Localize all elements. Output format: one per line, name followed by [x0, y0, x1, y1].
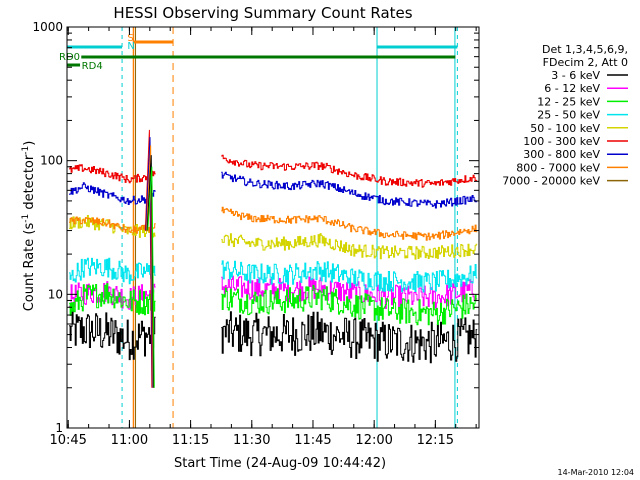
y-axis-label: Count Rate (s-1 detector-1)	[21, 141, 37, 312]
legend-entry-label: 50 - 100 keV	[530, 122, 600, 135]
legend-entry-label: 800 - 7000 keV	[516, 161, 600, 174]
legend-entry-label: 300 - 800 keV	[523, 148, 600, 161]
series-layer	[69, 129, 478, 388]
footer-timestamp: 14-Mar-2010 12:04	[558, 468, 635, 477]
series-line	[221, 284, 478, 326]
flag-label: S	[127, 33, 133, 44]
y-tick-label: 10	[48, 287, 63, 301]
flag-label: RD4	[82, 61, 103, 72]
flare-spike	[145, 137, 153, 388]
y-tick-label: 1000	[32, 20, 63, 34]
legend-entry-label: 25 - 50 keV	[537, 109, 600, 122]
legend-header-line2: FDecim 2, Att 0	[543, 56, 628, 69]
plot-background-layer	[121, 27, 458, 428]
series-line	[221, 311, 478, 364]
x-tick-label: 12:15	[417, 433, 454, 448]
series-line	[221, 171, 478, 209]
y-tick-label: 1	[55, 421, 63, 435]
flag-label: RD0	[59, 52, 80, 63]
legend: Det 1,3,4,5,6,9, FDecim 2, Att 0 3 - 6 k…	[502, 43, 628, 188]
flare-spike	[146, 155, 155, 388]
series-line	[69, 182, 156, 205]
flare-spike	[144, 129, 153, 388]
legend-entry-label: 7000 - 20000 keV	[502, 175, 600, 188]
flare-spike	[146, 145, 154, 388]
legend-header-line1: Det 1,3,4,5,6,9,	[542, 43, 628, 56]
x-tick-label: 12:00	[355, 433, 392, 448]
chart-title: HESSI Observing Summary Count Rates	[113, 4, 412, 22]
series-line	[69, 215, 156, 238]
series-line	[69, 257, 156, 285]
x-tick-label: 11:45	[294, 433, 331, 448]
series-line	[221, 233, 478, 260]
x-axis-label: Start Time (24-Aug-09 10:44:42)	[174, 456, 386, 471]
series-line	[69, 281, 156, 310]
flare-spike	[147, 166, 155, 388]
legend-entry-label: 100 - 300 keV	[523, 135, 600, 148]
series-line	[221, 260, 478, 293]
series-line	[221, 206, 478, 241]
flag-label: N	[127, 41, 134, 52]
series-line	[69, 283, 156, 316]
y-tick-label: 100	[40, 154, 63, 168]
series-line	[221, 154, 478, 188]
legend-entry-label: 3 - 6 keV	[551, 69, 600, 82]
series-line	[69, 164, 156, 184]
series-line	[69, 310, 156, 361]
x-tick-label: 11:15	[172, 433, 209, 448]
x-tick-label: 10:45	[49, 433, 86, 448]
legend-entry-label: 12 - 25 keV	[537, 95, 600, 108]
axis-layer: 1 10 100 1000 10:45 11:00 11:15 11:30 11:45 12:00…	[32, 20, 479, 448]
x-tick-label: 11:00	[111, 433, 148, 448]
series-line	[69, 216, 156, 234]
x-tick-label: 11:30	[233, 433, 270, 448]
legend-entry-label: 6 - 12 keV	[544, 82, 600, 95]
plot-frame	[66, 26, 480, 429]
